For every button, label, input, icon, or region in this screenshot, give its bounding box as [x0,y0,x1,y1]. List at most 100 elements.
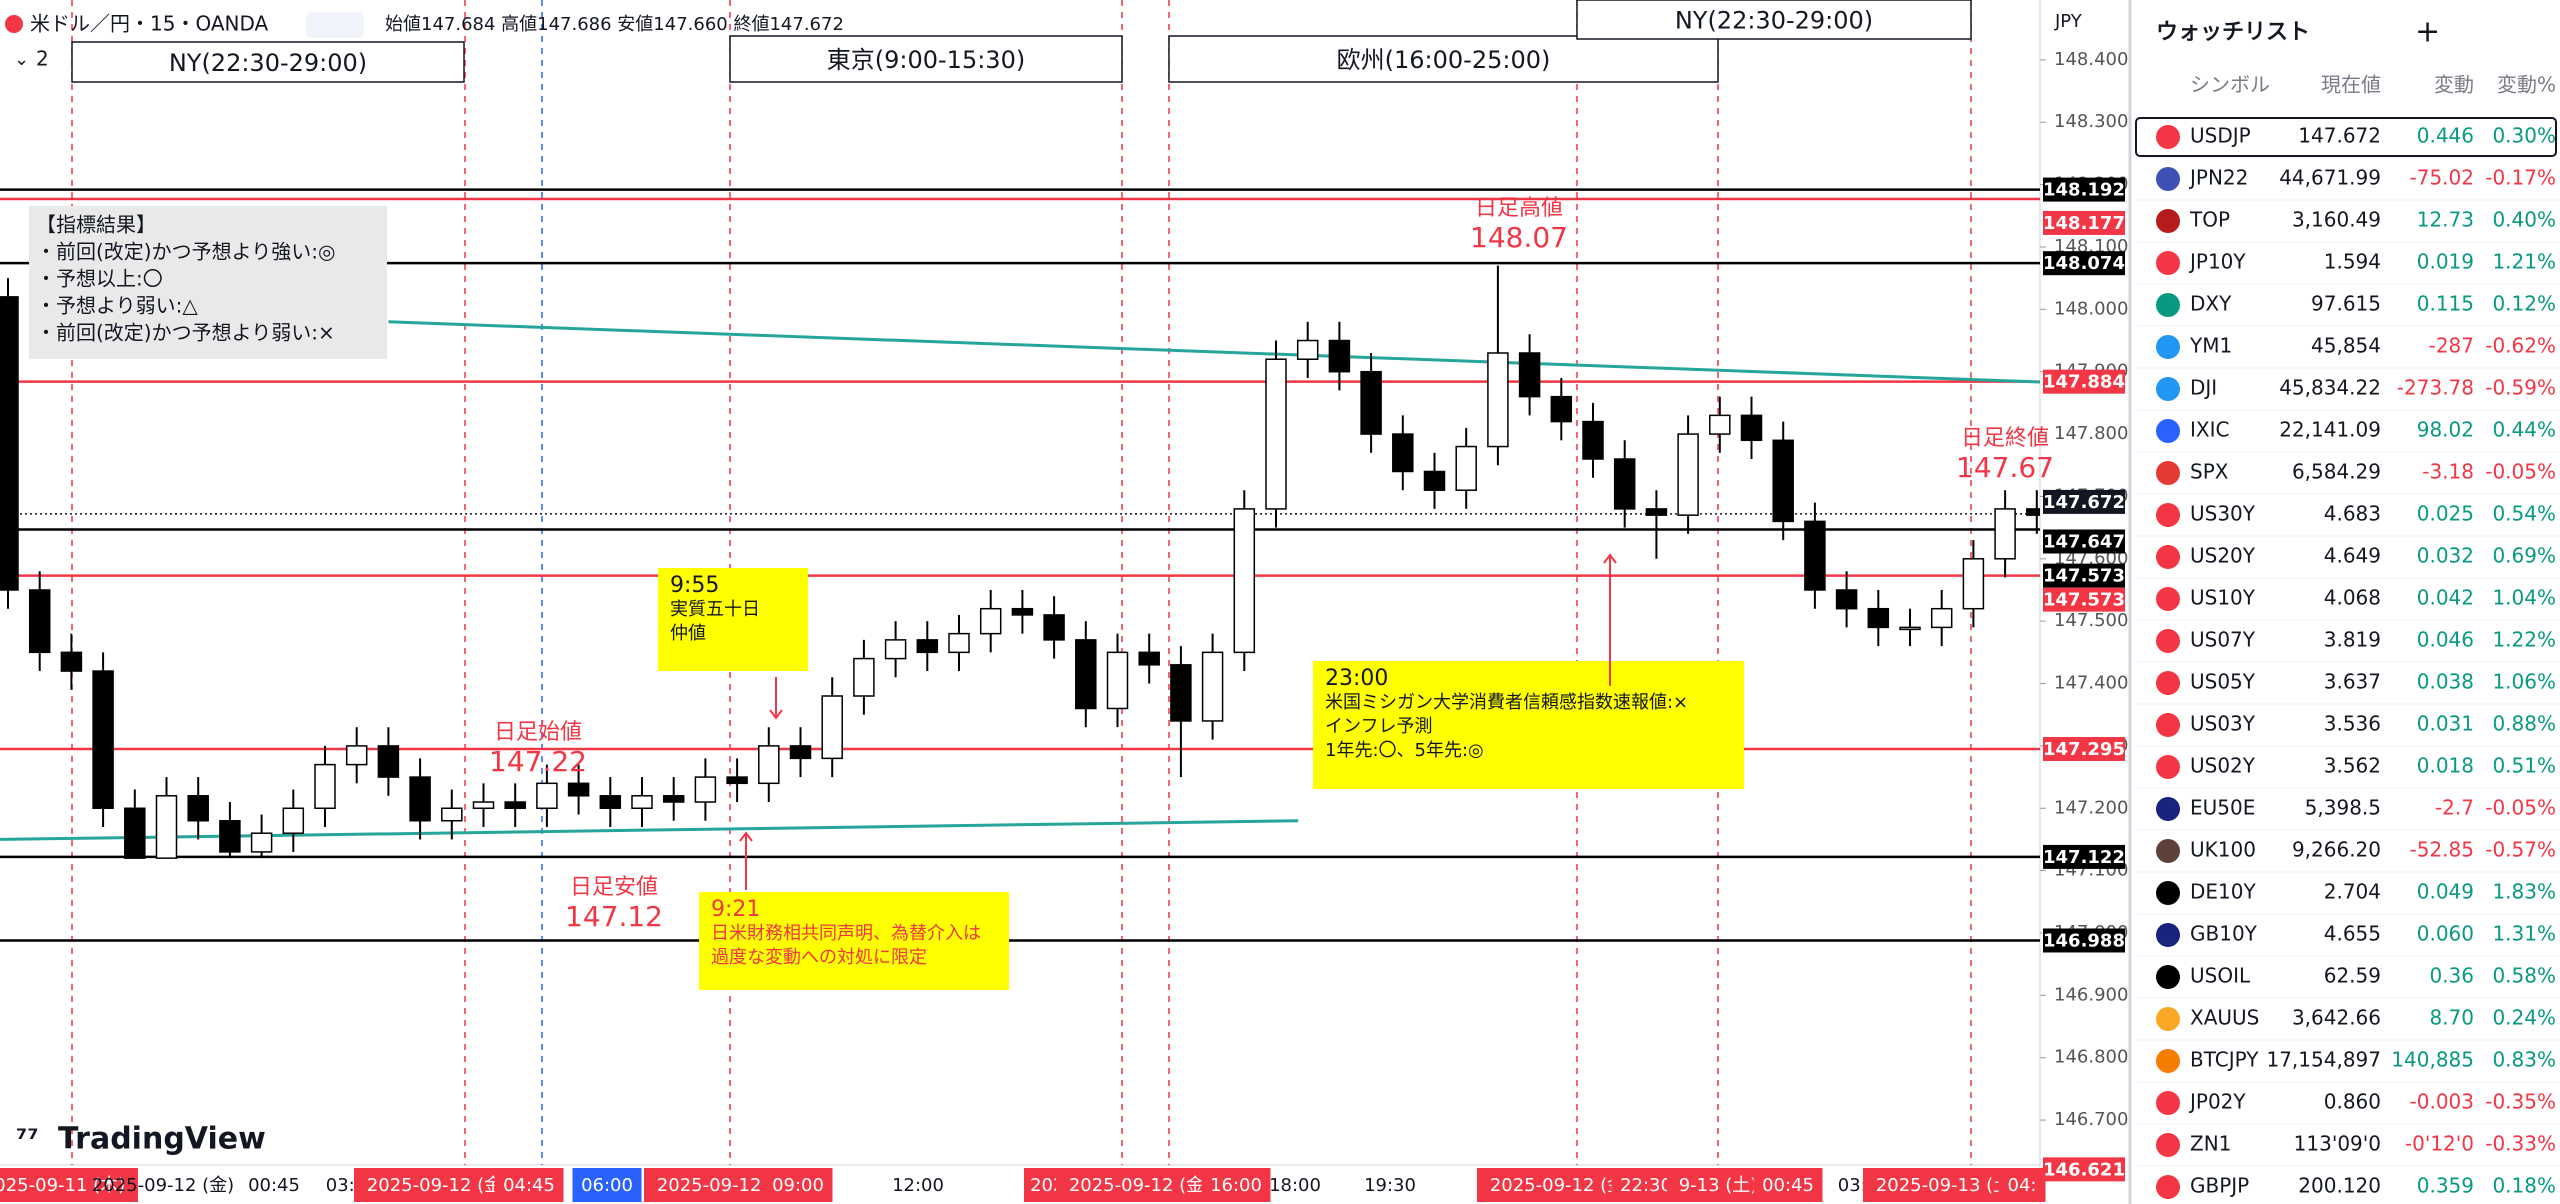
interval-menu[interactable]: 2 [36,47,49,71]
watch-cell[interactable]: 0.83% [2492,1048,2556,1072]
watch-cell[interactable]: US02Y [2190,754,2256,778]
watch-cell[interactable]: 2.704 [2324,880,2381,904]
watch-cell[interactable]: -273.78 [2397,376,2474,400]
watch-cell[interactable]: 0.24% [2492,1006,2556,1030]
watch-cell[interactable]: 0.046 [2417,628,2474,652]
watch-cell[interactable]: 0.40% [2492,208,2556,232]
watch-cell[interactable]: -0.05% [2485,796,2556,820]
watch-cell[interactable]: 5,398.5 [2305,796,2381,820]
watch-cell[interactable]: -0.05% [2485,460,2556,484]
watch-cell[interactable]: TOP [2189,208,2230,232]
column-header[interactable]: 変動% [2497,73,2556,97]
watch-cell[interactable]: 3,160.49 [2292,208,2381,232]
watch-cell[interactable]: 140,885 [2391,1048,2474,1072]
watch-cell[interactable]: 0.115 [2417,292,2474,316]
add-button[interactable]: + [2415,15,2440,50]
watch-cell[interactable]: US03Y [2190,712,2256,736]
watch-cell[interactable]: 45,834.22 [2279,376,2381,400]
watch-cell[interactable]: -0.33% [2485,1132,2556,1156]
watch-cell[interactable]: 0.032 [2417,544,2474,568]
watch-cell[interactable]: 3,642.66 [2292,1006,2381,1030]
watch-cell[interactable]: -3.18 [2422,460,2474,484]
watch-cell[interactable]: IXIC [2190,418,2229,442]
watch-cell[interactable]: 1.04% [2492,586,2556,610]
watch-cell[interactable]: 45,854 [2311,334,2381,358]
watch-cell[interactable]: 6,584.29 [2292,460,2381,484]
watch-cell[interactable]: 0.860 [2324,1090,2381,1114]
watch-cell[interactable]: 0.018 [2417,754,2474,778]
watch-cell[interactable]: JP10Y [2188,250,2246,274]
watch-cell[interactable]: 0.12% [2492,292,2556,316]
watch-cell[interactable]: -75.02 [2410,166,2474,190]
indicator-toggle[interactable] [306,12,364,38]
watch-cell[interactable]: 4.649 [2324,544,2381,568]
watch-cell[interactable]: 113'09'0 [2294,1132,2381,1156]
watch-cell[interactable]: US30Y [2190,502,2256,526]
watch-cell[interactable]: USDJP [2190,124,2251,148]
watch-cell[interactable]: 0.58% [2492,964,2556,988]
watch-cell[interactable]: -0.17% [2485,166,2556,190]
watch-cell[interactable]: 98.02 [2417,418,2474,442]
watch-cell[interactable]: USOIL [2190,964,2251,988]
watch-cell[interactable]: 0.69% [2492,544,2556,568]
watch-cell[interactable]: 1.06% [2492,670,2556,694]
watch-cell[interactable]: 1.594 [2324,250,2381,274]
watch-cell[interactable]: DXY [2190,292,2232,316]
watch-cell[interactable]: GB10Y [2190,922,2258,946]
watch-cell[interactable]: 22,141.09 [2279,418,2381,442]
watch-cell[interactable]: 0.060 [2417,922,2474,946]
watch-cell[interactable]: 1.83% [2492,880,2556,904]
watch-cell[interactable]: 0.042 [2417,586,2474,610]
watch-cell[interactable]: US07Y [2190,628,2256,652]
watch-cell[interactable]: 0.025 [2417,502,2474,526]
watch-cell[interactable]: 147.672 [2298,124,2381,148]
watch-cell[interactable]: 0.446 [2417,124,2474,148]
watch-cell[interactable]: 4.068 [2324,586,2381,610]
watch-cell[interactable]: -2.7 [2435,796,2474,820]
watch-cell[interactable]: EU50E [2190,796,2255,820]
watch-cell[interactable]: 1.21% [2492,250,2556,274]
watch-cell[interactable]: XAUUS [2190,1006,2259,1030]
watch-cell[interactable]: 0.359 [2417,1174,2474,1198]
watch-cell[interactable]: -0'12'0 [2405,1132,2474,1156]
watch-cell[interactable]: 8.70 [2429,1006,2474,1030]
watch-cell[interactable]: 3.562 [2324,754,2381,778]
watch-cell[interactable]: -287 [2429,334,2474,358]
watch-cell[interactable]: 3.637 [2324,670,2381,694]
watch-cell[interactable]: 0.18% [2492,1174,2556,1198]
watch-cell[interactable]: 0.88% [2492,712,2556,736]
watch-cell[interactable]: 0.049 [2417,880,2474,904]
watch-cell[interactable]: 44,671.99 [2279,166,2381,190]
watch-cell[interactable]: -52.85 [2410,838,2474,862]
watch-cell[interactable]: SPX [2190,460,2229,484]
watch-cell[interactable]: 4.655 [2324,922,2381,946]
watch-cell[interactable]: 62.59 [2324,964,2381,988]
watch-cell[interactable]: 0.44% [2492,418,2556,442]
watch-cell[interactable]: JP02Y [2188,1090,2246,1114]
watch-cell[interactable]: 97.615 [2311,292,2381,316]
watch-cell[interactable]: 0.36 [2429,964,2474,988]
watch-cell[interactable]: 0.51% [2492,754,2556,778]
watch-cell[interactable]: YM1 [2189,334,2232,358]
watch-cell[interactable]: GBPJP [2190,1174,2249,1198]
watch-cell[interactable]: -0.57% [2485,838,2556,862]
watch-cell[interactable]: 3.536 [2324,712,2381,736]
watch-cell[interactable]: 3.819 [2324,628,2381,652]
watch-cell[interactable]: 4.683 [2324,502,2381,526]
watchlist-title[interactable]: ウォッチリスト [2156,20,2310,45]
watch-cell[interactable]: 1.22% [2492,628,2556,652]
watch-cell[interactable]: 0.038 [2417,670,2474,694]
watch-cell[interactable]: 1.31% [2492,922,2556,946]
watch-cell[interactable]: US10Y [2190,586,2256,610]
watch-cell[interactable]: -0.62% [2485,334,2556,358]
column-header[interactable]: シンボル [2190,73,2270,97]
column-header[interactable]: 現在値 [2321,73,2381,97]
watch-cell[interactable]: 12.73 [2417,208,2474,232]
watch-cell[interactable]: 0.30% [2492,124,2556,148]
watch-cell[interactable]: US05Y [2190,670,2256,694]
watch-cell[interactable]: ZN1 [2190,1132,2231,1156]
watch-cell[interactable]: 0.019 [2417,250,2474,274]
watch-cell[interactable]: UK100 [2190,838,2256,862]
watch-cell[interactable]: DE10Y [2190,880,2256,904]
watch-cell[interactable]: 9,266.20 [2292,838,2381,862]
